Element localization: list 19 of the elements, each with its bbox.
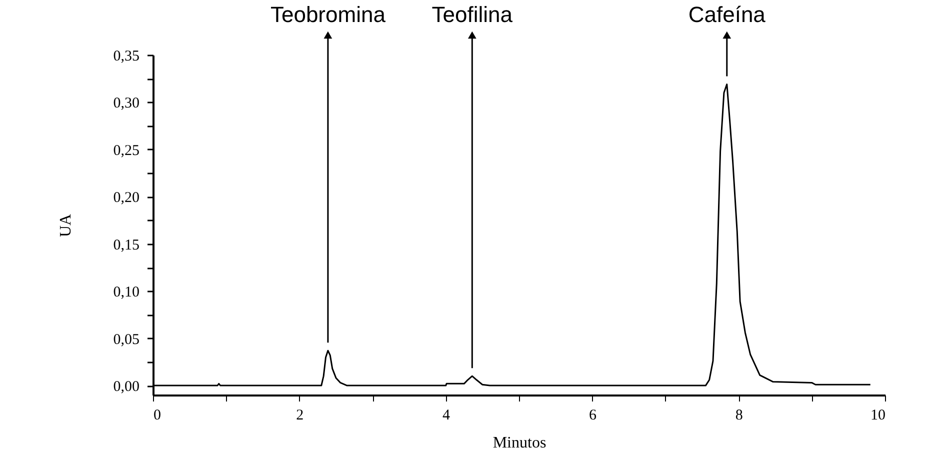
y-tick-label: 0,10	[113, 284, 140, 301]
x-tick-label: 0	[154, 408, 161, 424]
y-tick-label: 0,05	[113, 332, 140, 348]
y-axis-title: UA	[57, 214, 74, 238]
y-tick-label: 0,20	[113, 190, 140, 206]
x-tick-label: 10	[870, 408, 886, 424]
x-axis-title: Minutos	[492, 434, 546, 452]
annotation: Teofilina	[432, 2, 514, 27]
y-tick-label: 0,25	[113, 142, 140, 159]
annotation: Teobromina	[270, 2, 386, 27]
y-tick-label: 0,35	[113, 48, 140, 64]
y-tick-label: 0,15	[113, 237, 140, 254]
x-tick-label: 2	[296, 408, 304, 424]
x-tick-label: 8	[735, 408, 743, 424]
annotation: Cafeína	[688, 2, 766, 27]
x-tick-label: 6	[588, 408, 597, 424]
y-tick-label: 0,30	[113, 96, 140, 112]
y-tick-label: 0,00	[113, 379, 140, 396]
x-tick-label: 4	[442, 408, 451, 424]
